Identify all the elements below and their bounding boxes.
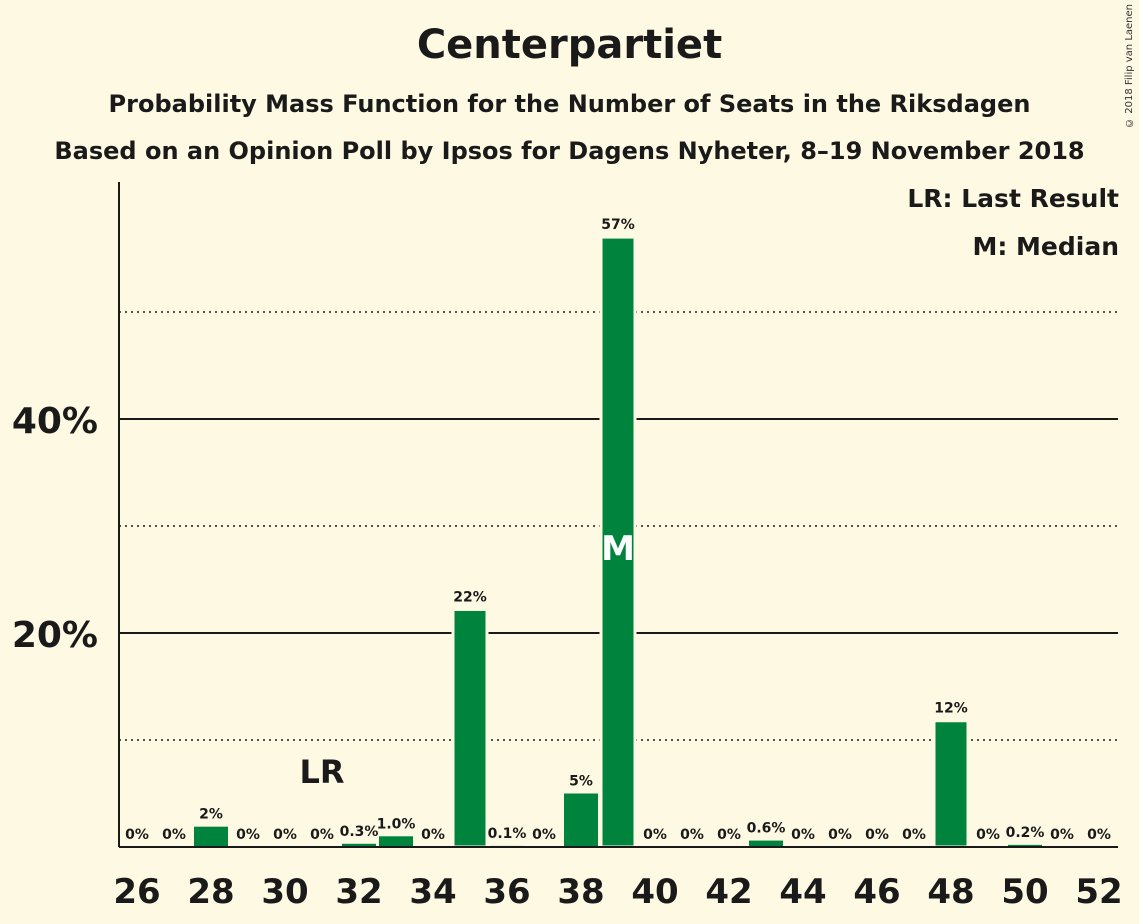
- bar-value-label: 0%: [421, 827, 445, 843]
- bar-value-label: 57%: [601, 217, 635, 233]
- x-tick-label: 34: [409, 872, 456, 912]
- bar-value-label: 0%: [902, 827, 926, 843]
- y-tick-label: 40%: [12, 401, 98, 442]
- x-tick-label: 42: [705, 872, 752, 912]
- bar-value-label: 0.2%: [1006, 825, 1045, 841]
- median-marker: M: [601, 529, 635, 569]
- bar-value-label: 0%: [1087, 827, 1111, 843]
- bar-value-label: 1.0%: [377, 816, 416, 832]
- x-tick-label: 32: [335, 872, 382, 912]
- y-tick-label: 20%: [12, 615, 98, 656]
- legend-last-result: LR: Last Result: [907, 184, 1119, 213]
- bar-value-label: 0%: [791, 827, 815, 843]
- bar-value-label: 0.6%: [747, 821, 786, 837]
- bar-value-label: 0%: [976, 827, 1000, 843]
- x-tick-label: 46: [853, 872, 900, 912]
- bar: [194, 826, 228, 847]
- x-tick-label: 48: [927, 872, 974, 912]
- bar-value-label: 0.3%: [340, 824, 379, 840]
- bar-value-label: 22%: [453, 589, 487, 605]
- x-tick-label: 44: [779, 872, 826, 912]
- x-tick-label: 40: [631, 872, 678, 912]
- bar-value-label: 0%: [643, 827, 667, 843]
- bar: [932, 719, 970, 849]
- legend-median: M: Median: [972, 232, 1119, 261]
- x-tick-label: 38: [557, 872, 604, 912]
- x-tick-label: 52: [1075, 872, 1122, 912]
- bar-value-label: 2%: [199, 807, 223, 823]
- x-tick-label: 26: [113, 872, 160, 912]
- bar: [749, 840, 783, 847]
- bar: [451, 607, 489, 849]
- x-tick-label: 30: [261, 872, 308, 912]
- bar: [342, 843, 376, 847]
- bar-value-label: 0%: [273, 827, 297, 843]
- bar-value-label: 0%: [828, 827, 852, 843]
- bar-value-label: 0%: [1050, 827, 1074, 843]
- bar-value-label: 0%: [125, 827, 149, 843]
- chart-subtitle: Probability Mass Function for the Number…: [108, 90, 1031, 118]
- x-tick-label: 28: [187, 872, 234, 912]
- bar: [564, 793, 598, 847]
- bar-value-label: 0%: [162, 827, 186, 843]
- x-tick-label: 36: [483, 872, 530, 912]
- x-tick-label: 50: [1001, 872, 1048, 912]
- last-result-marker: LR: [299, 753, 344, 791]
- bar: [379, 836, 413, 847]
- bar-value-label: 0.1%: [488, 826, 527, 842]
- bar-value-label: 0%: [865, 827, 889, 843]
- bar-value-label: 12%: [934, 701, 968, 717]
- bar: [599, 235, 637, 849]
- bar-value-label: 0%: [717, 827, 741, 843]
- chart-subtitle-source: Based on an Opinion Poll by Ipsos for Da…: [54, 137, 1085, 165]
- chart-title: Centerpartiet: [416, 22, 723, 68]
- bar-value-label: 0%: [310, 827, 334, 843]
- bar: [1008, 844, 1042, 847]
- bar-value-label: 0%: [532, 827, 556, 843]
- bar-value-label: 0%: [236, 827, 260, 843]
- bar-value-label: 5%: [569, 774, 593, 790]
- bar-value-label: 0%: [680, 827, 704, 843]
